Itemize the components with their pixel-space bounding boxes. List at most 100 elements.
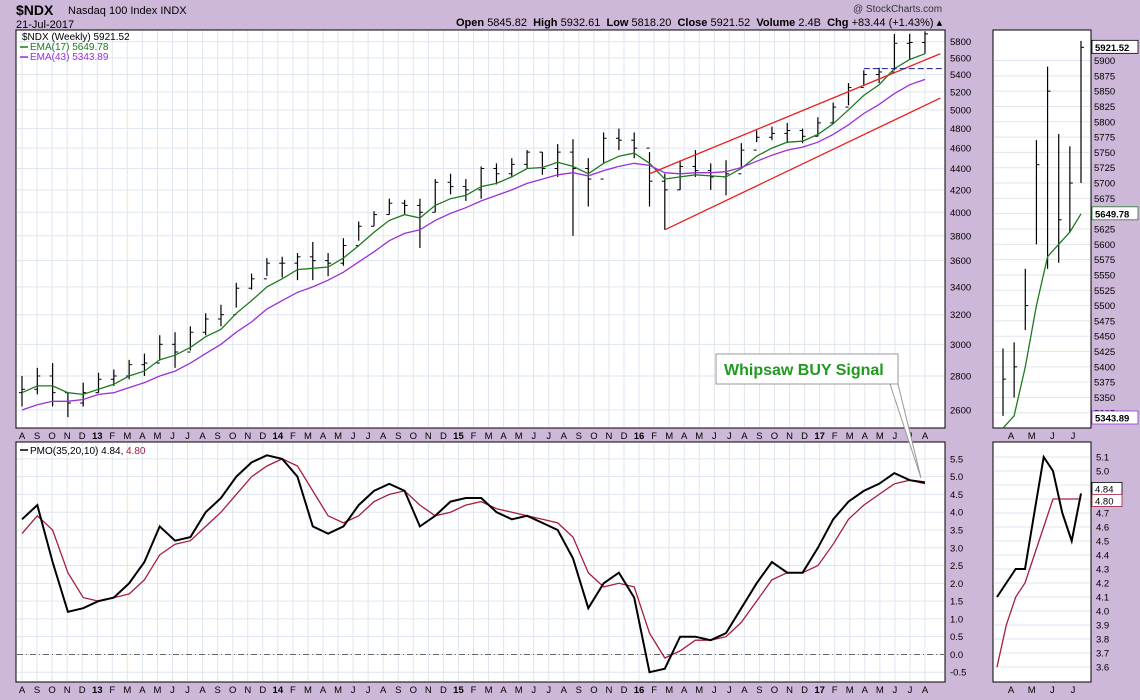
zoom-pmo-value-flag-label: 4.80: [1095, 496, 1114, 507]
pmo-x-tick-label: N: [425, 685, 432, 696]
pmo-x-tick-label: N: [606, 685, 613, 696]
price-y-tick-label: 5200: [950, 87, 971, 98]
zoom-price-y-tick-label: 5500: [1094, 301, 1115, 312]
pmo-y-tick-label: 0.5: [950, 632, 963, 643]
pmo-x-tick-label: M: [153, 685, 161, 696]
price-y-tick-label: 4400: [950, 164, 971, 175]
pmo-x-tick-label: M: [876, 685, 884, 696]
pmo-x-tick-label: J: [185, 685, 190, 696]
price-x-tick-label: M: [695, 431, 703, 442]
zoom-value-flag: [1091, 410, 1139, 425]
price-x-tick-label: A: [741, 431, 748, 442]
zoom-pmo-y-tick-label: 3.7: [1096, 649, 1109, 660]
zoom-price-y-tick-label: 5750: [1094, 148, 1115, 159]
pmo-x-tick-label: D: [621, 685, 628, 696]
pmo-x-tick-label: D: [801, 685, 808, 696]
price-x-tick-label: O: [48, 431, 55, 442]
price-x-tick-label: A: [320, 431, 327, 442]
zoom-price-y-tick-label: 5775: [1094, 133, 1115, 144]
zoom-price-y-tick-label: 5675: [1094, 194, 1115, 205]
price-x-tick-label: D: [79, 431, 86, 442]
annotation-text: Whipsaw BUY Signal: [724, 362, 884, 379]
zoom-price-y-tick-label: 5575: [1094, 255, 1115, 266]
zoom-pmo-y-tick-label: 4.2: [1096, 579, 1109, 590]
pmo-x-tick-label: N: [786, 685, 793, 696]
zoom-price-x-tick-label: J: [1071, 431, 1076, 442]
pmo-x-tick-label: M: [515, 685, 523, 696]
pmo-x-tick-label: J: [546, 685, 551, 696]
zoom-price-y-tick-label: 5850: [1094, 87, 1115, 98]
price-y-tick-label: 4800: [950, 124, 971, 135]
price-y-tick-label: 4200: [950, 185, 971, 196]
zoom-price-x-tick-label: M: [1028, 431, 1036, 442]
zoom-pmo-y-tick-label: 4.0: [1096, 607, 1109, 618]
pmo-y-tick-label: -0.5: [950, 668, 966, 679]
pmo-x-tick-label: J: [531, 685, 536, 696]
pmo-x-tick-label: O: [590, 685, 597, 696]
low-label: Low: [606, 17, 629, 29]
price-y-tick-label: 4600: [950, 144, 971, 155]
pmo-y-tick-label: 5.5: [950, 454, 963, 465]
chart-date: 21-Jul-2017: [16, 19, 75, 31]
price-x-tick-label: S: [214, 431, 220, 442]
price-x-tick-label: A: [500, 431, 507, 442]
price-y-tick-label: 3800: [950, 231, 971, 242]
zoom-value-flag: [1091, 39, 1139, 54]
pmo-x-tick-label: A: [500, 685, 507, 696]
pmo-x-tick-label: O: [229, 685, 236, 696]
price-x-tick-label: N: [606, 431, 613, 442]
price-x-tick-label: M: [515, 431, 523, 442]
pmo-x-tick-label: M: [665, 685, 673, 696]
pmo-x-tick-label: D: [79, 685, 86, 696]
price-x-tick-label: A: [139, 431, 146, 442]
zoom-pmo-y-tick-label: 4.7: [1096, 509, 1109, 520]
price-x-tick-label: D: [801, 431, 808, 442]
price-x-tick-label: 15: [453, 431, 464, 442]
pmo-y-tick-label: 0.0: [950, 650, 963, 661]
price-legend-main: $NDX (Weekly) 5921.52: [22, 32, 130, 43]
pmo-y-tick-label: 3.0: [950, 543, 963, 554]
pmo-x-tick-label: F: [832, 685, 838, 696]
pmo-x-tick-label: J: [366, 685, 371, 696]
price-x-tick-label: D: [621, 431, 628, 442]
price-x-tick-label: J: [893, 431, 898, 442]
price-x-tick-label: F: [471, 431, 477, 442]
pmo-x-tick-label: F: [109, 685, 115, 696]
ema17-legend: EMA(17) 5649.78: [30, 42, 109, 53]
pmo-x-tick-label: A: [19, 685, 26, 696]
ema17-line: [21, 53, 926, 396]
zoom-pmo-x-tick-label: J: [1050, 685, 1055, 696]
annotation-box: [715, 353, 899, 385]
price-x-tick-label: M: [153, 431, 161, 442]
zoom-pmo-y-tick-label: 4.5: [1096, 537, 1109, 548]
zoom-price-y-tick-label: 5900: [1094, 56, 1115, 67]
pmo-x-tick-label: A: [561, 685, 568, 696]
pmo-x-tick-label: D: [440, 685, 447, 696]
price-x-tick-label: A: [19, 431, 26, 442]
whipsaw-annotation: Whipsaw BUY Signal: [715, 353, 922, 479]
price-x-tick-label: A: [862, 431, 869, 442]
stockcharts-watermark: @ StockCharts.com: [853, 4, 943, 15]
zoom-pmo-line: [996, 454, 1082, 598]
pmo-y-tick-label: 1.0: [950, 614, 963, 625]
high-label: High: [533, 17, 558, 29]
pmo-x-tick-label: S: [34, 685, 40, 696]
pmo-x-tick-label: J: [712, 685, 717, 696]
volume-label: Volume: [756, 17, 796, 29]
pmo-y-tick-label: 2.0: [950, 579, 963, 590]
pmo-x-tick-label: M: [334, 685, 342, 696]
ema43-legend: EMA(43) 5343.89: [30, 52, 109, 63]
price-x-tick-label: J: [170, 431, 175, 442]
pmo-x-tick-label: A: [139, 685, 146, 696]
pmo-signal-line: [21, 458, 926, 659]
price-x-tick-label: J: [531, 431, 536, 442]
pmo-legend: PMO(35,20,10) 4.84,: [30, 446, 123, 457]
price-x-tick-label: 16: [634, 431, 645, 442]
price-x-tick-label: F: [290, 431, 296, 442]
price-x-tick-label: F: [109, 431, 115, 442]
zoom-price-y-tick-label: 5350: [1094, 393, 1115, 404]
zoom-price-y-tick-label: 5400: [1094, 362, 1115, 373]
pmo-signal-legend: 4.80: [126, 446, 146, 457]
price-x-tick-label: N: [786, 431, 793, 442]
